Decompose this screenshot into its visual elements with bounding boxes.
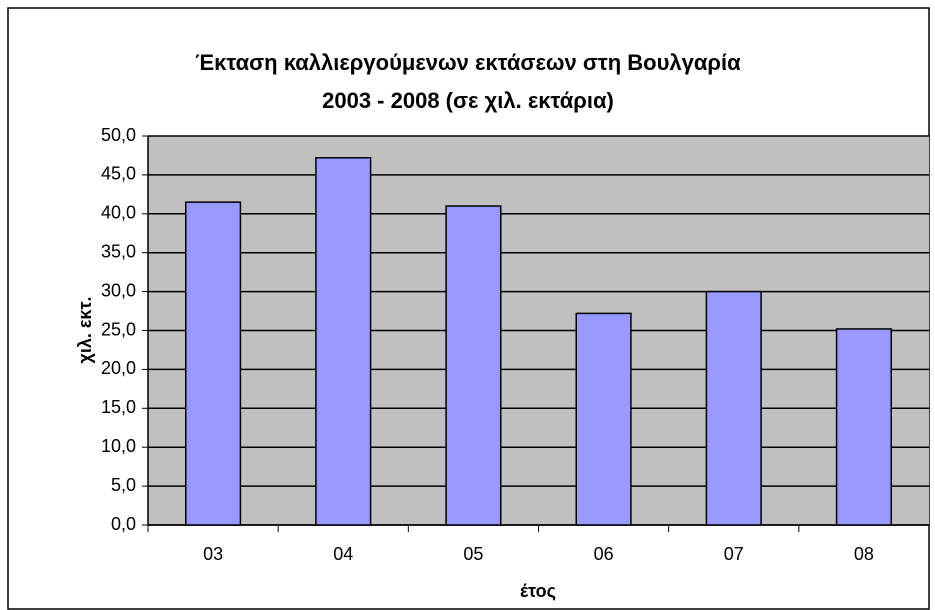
y-tick-label: 35,0 xyxy=(101,241,136,261)
chart-title: Έκταση καλλιεργούμενων εκτάσεων στη Βουλ… xyxy=(195,50,741,75)
bar xyxy=(445,205,502,526)
y-tick-label: 10,0 xyxy=(101,436,136,456)
bar xyxy=(705,290,762,526)
bar xyxy=(184,201,242,526)
bar xyxy=(575,312,632,526)
y-tick-label: 20,0 xyxy=(101,358,136,378)
y-tick-label: 40,0 xyxy=(101,203,136,223)
y-tick-label: 5,0 xyxy=(111,475,136,495)
x-tick-label: 07 xyxy=(724,544,744,564)
y-tick-label: 30,0 xyxy=(101,280,136,300)
y-tick-label: 45,0 xyxy=(101,164,136,184)
y-tick-label: 50,0 xyxy=(101,125,136,145)
x-tick-label: 03 xyxy=(203,544,223,564)
bar xyxy=(835,328,893,526)
y-tick-label: 25,0 xyxy=(101,319,136,339)
y-tick-label: 15,0 xyxy=(101,397,136,417)
y-axis-label: χιλ. εκτ. xyxy=(75,297,95,364)
y-tick-label: 0,0 xyxy=(111,514,136,534)
x-tick-label: 08 xyxy=(854,544,874,564)
bar xyxy=(315,157,372,526)
x-axis-label: έτος xyxy=(520,581,556,601)
x-tick-label: 04 xyxy=(333,544,353,564)
x-tick-label: 05 xyxy=(463,544,483,564)
chart-title: 2003 - 2008 (σε χιλ. εκτάρια) xyxy=(322,88,614,113)
x-tick-label: 06 xyxy=(594,544,614,564)
